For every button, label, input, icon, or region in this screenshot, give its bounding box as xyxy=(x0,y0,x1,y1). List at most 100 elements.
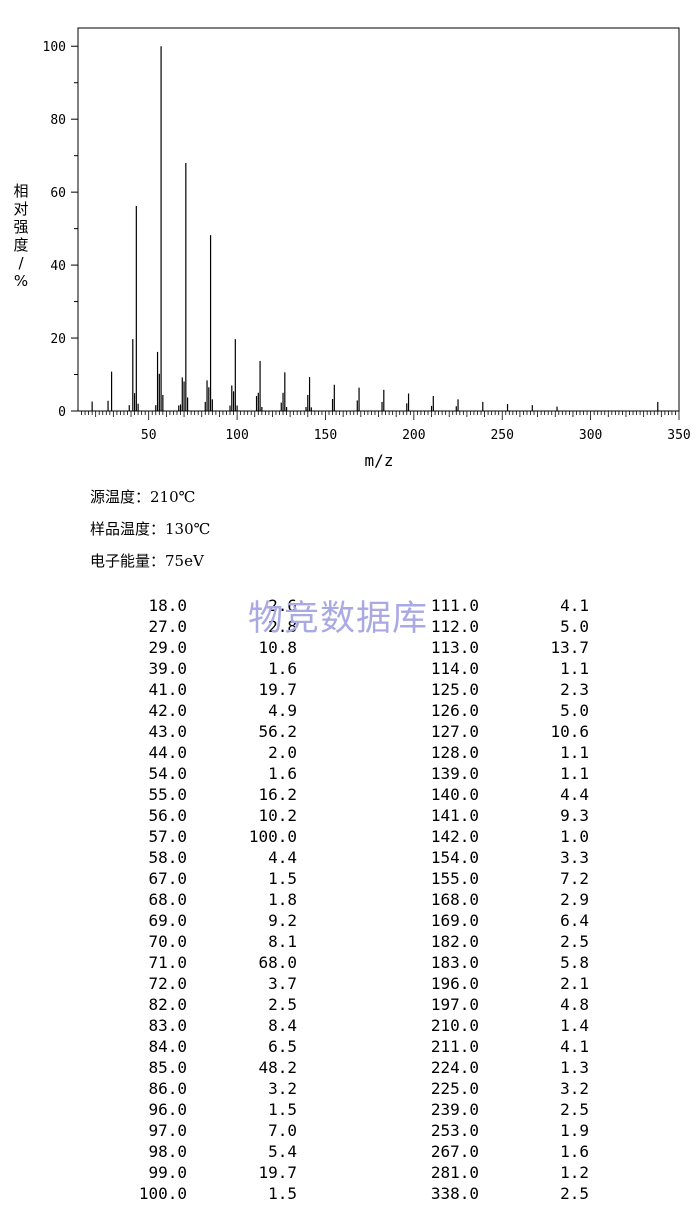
table-cell: 6.4 xyxy=(560,911,589,930)
x-axis: 50 100 150 200 250 300 350 xyxy=(81,411,691,443)
table-cell: 43.0 xyxy=(148,722,187,741)
table-cell: 54.0 xyxy=(148,764,187,783)
table-cell: 9.3 xyxy=(560,806,589,825)
table-cell: 7.2 xyxy=(560,869,589,888)
plot-frame xyxy=(77,27,680,412)
table-cell: 196.0 xyxy=(430,974,479,993)
table-cell: 4.1 xyxy=(560,1037,589,1056)
table-cell: 16.2 xyxy=(258,785,297,804)
table-cell: 2.1 xyxy=(560,974,589,993)
table-cell: 39.0 xyxy=(148,659,187,678)
y-label-char: 强 xyxy=(13,218,28,236)
y-label-char: / xyxy=(18,254,24,272)
table-cell: 13.7 xyxy=(550,638,589,657)
table-cell: 210.0 xyxy=(430,1016,479,1035)
table-cell: 8.4 xyxy=(268,1016,297,1035)
y-tick-label: 40 xyxy=(50,259,66,274)
mass-spectrum-chart: 0 20 40 60 80 100 50 100 150 200 250 300 350 m/z 相对… xyxy=(13,27,691,470)
table-cell: 2.0 xyxy=(268,743,297,762)
watermark: 物竞数据库 xyxy=(248,599,429,639)
table-cell: 8.1 xyxy=(268,932,297,951)
table-cell: 5.4 xyxy=(268,1142,297,1161)
y-label-char: 度 xyxy=(13,236,28,254)
table-cell: 27.0 xyxy=(148,617,187,636)
x-tick-label: 100 xyxy=(225,428,248,443)
y-label-char: 对 xyxy=(13,200,28,218)
table-cell: 1.8 xyxy=(268,890,297,909)
x-tick-label: 200 xyxy=(402,428,425,443)
y-axis: 0 20 40 60 80 100 xyxy=(43,40,78,420)
table-cell: 1.0 xyxy=(560,827,589,846)
table-cell: 4.4 xyxy=(560,785,589,804)
table-cell: 1.5 xyxy=(268,1184,297,1203)
table-cell: 3.2 xyxy=(268,1079,297,1098)
table-cell: 4.4 xyxy=(268,848,297,867)
table-cell: 2.3 xyxy=(560,680,589,699)
table-cell: 140.0 xyxy=(430,785,479,804)
table-cell: 7.0 xyxy=(268,1121,297,1140)
x-tick-label: 150 xyxy=(314,428,337,443)
table-cell: 1.2 xyxy=(560,1163,589,1182)
table-cell: 183.0 xyxy=(430,953,479,972)
table-cell: 1.6 xyxy=(560,1142,589,1161)
table-cell: 19.7 xyxy=(258,1163,297,1182)
table-cell: 111.0 xyxy=(430,596,479,615)
table-cell: 68.0 xyxy=(258,953,297,972)
table-cell: 267.0 xyxy=(430,1142,479,1161)
y-tick-label: 60 xyxy=(50,186,66,201)
table-cell: 127.0 xyxy=(430,722,479,741)
table-cell: 253.0 xyxy=(430,1121,479,1140)
table-cell: 182.0 xyxy=(430,932,479,951)
table-cell: 18.0 xyxy=(148,596,187,615)
table-cell: 1.5 xyxy=(268,1100,297,1119)
y-tick-label: 20 xyxy=(50,332,66,347)
table-cell: 100.0 xyxy=(248,827,297,846)
table-cell: 139.0 xyxy=(430,764,479,783)
table-cell: 2.5 xyxy=(560,1184,589,1203)
table-cell: 97.0 xyxy=(148,1121,187,1140)
table-cell: 98.0 xyxy=(148,1142,187,1161)
table-cell: 41.0 xyxy=(148,680,187,699)
y-label-char: % xyxy=(14,272,28,290)
table-cell: 1.6 xyxy=(268,659,297,678)
table-cell: 154.0 xyxy=(430,848,479,867)
table-cell: 281.0 xyxy=(430,1163,479,1182)
table-cell: 42.0 xyxy=(148,701,187,720)
table-cell: 128.0 xyxy=(430,743,479,762)
table-cell: 86.0 xyxy=(148,1079,187,1098)
table-cell: 169.0 xyxy=(430,911,479,930)
table-cell: 99.0 xyxy=(148,1163,187,1182)
table-cell: 4.9 xyxy=(268,701,297,720)
table-cell: 1.5 xyxy=(268,869,297,888)
table-cell: 57.0 xyxy=(148,827,187,846)
y-tick-label: 80 xyxy=(50,113,66,128)
table-cell: 83.0 xyxy=(148,1016,187,1035)
table-cell: 2.6 xyxy=(268,596,297,615)
table-cell: 56.2 xyxy=(258,722,297,741)
table-cell: 2.5 xyxy=(268,995,297,1014)
table-cell: 142.0 xyxy=(430,827,479,846)
table-cell: 225.0 xyxy=(430,1079,479,1098)
table-cell: 1.1 xyxy=(560,743,589,762)
table-cell: 85.0 xyxy=(148,1058,187,1077)
electron-energy: 电子能量：75eV xyxy=(90,552,204,570)
x-tick-label: 300 xyxy=(579,428,602,443)
table-cell: 211.0 xyxy=(430,1037,479,1056)
table-cell: 100.0 xyxy=(138,1184,187,1203)
table-cell: 5.8 xyxy=(560,953,589,972)
y-tick-label: 0 xyxy=(58,405,66,420)
table-cell: 10.8 xyxy=(258,638,297,657)
table-cell: 44.0 xyxy=(148,743,187,762)
table-cell: 71.0 xyxy=(148,953,187,972)
table-cell: 3.7 xyxy=(268,974,297,993)
x-axis-label: m/z xyxy=(365,451,394,470)
table-cell: 84.0 xyxy=(148,1037,187,1056)
x-tick-label: 250 xyxy=(490,428,513,443)
table-cell: 1.1 xyxy=(560,764,589,783)
table-cell: 2.8 xyxy=(268,617,297,636)
table-cell: 3.2 xyxy=(560,1079,589,1098)
table-cell: 112.0 xyxy=(430,617,479,636)
table-cell: 4.1 xyxy=(560,596,589,615)
table-cell: 67.0 xyxy=(148,869,187,888)
